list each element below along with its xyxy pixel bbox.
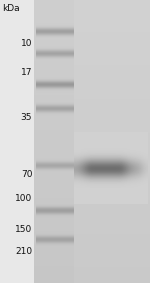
Text: 17: 17 xyxy=(21,68,32,77)
Text: 10: 10 xyxy=(21,39,32,48)
Text: 70: 70 xyxy=(21,170,32,179)
Text: kDa: kDa xyxy=(2,4,20,13)
Text: 210: 210 xyxy=(15,247,32,256)
Text: 150: 150 xyxy=(15,225,32,234)
Text: 35: 35 xyxy=(21,113,32,122)
Text: 100: 100 xyxy=(15,194,32,203)
